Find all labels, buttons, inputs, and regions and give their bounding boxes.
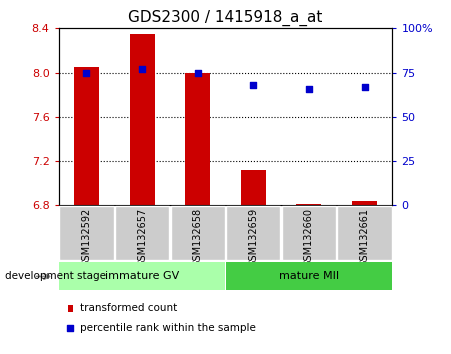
Point — [305, 86, 313, 91]
Text: percentile rank within the sample: percentile rank within the sample — [80, 323, 256, 333]
Text: GSM132659: GSM132659 — [249, 208, 258, 267]
Bar — [352, 201, 377, 205]
Text: GSM132592: GSM132592 — [82, 208, 92, 267]
Point — [250, 82, 257, 88]
Bar — [282, 206, 336, 259]
Text: transformed count: transformed count — [80, 303, 177, 313]
Point — [67, 325, 74, 331]
Bar — [115, 206, 169, 259]
Bar — [226, 206, 281, 259]
Bar — [59, 206, 114, 259]
Bar — [185, 73, 210, 205]
Text: GSM132657: GSM132657 — [137, 208, 147, 267]
Point — [83, 70, 90, 75]
Point — [194, 70, 201, 75]
Title: GDS2300 / 1415918_a_at: GDS2300 / 1415918_a_at — [129, 9, 322, 25]
Text: GSM132661: GSM132661 — [359, 208, 369, 267]
Text: GSM132660: GSM132660 — [304, 208, 314, 267]
Bar — [129, 34, 155, 205]
Text: mature MII: mature MII — [279, 271, 339, 281]
Point — [361, 84, 368, 90]
Bar — [241, 170, 266, 205]
Bar — [59, 262, 225, 291]
Text: immature GV: immature GV — [105, 271, 179, 281]
Bar — [226, 262, 392, 291]
Bar — [170, 206, 225, 259]
Bar — [68, 305, 73, 312]
Point — [138, 66, 146, 72]
Text: GSM132658: GSM132658 — [193, 208, 202, 267]
Text: development stage: development stage — [5, 272, 106, 281]
Bar — [337, 206, 392, 259]
Bar — [74, 67, 99, 205]
Bar — [296, 204, 322, 205]
